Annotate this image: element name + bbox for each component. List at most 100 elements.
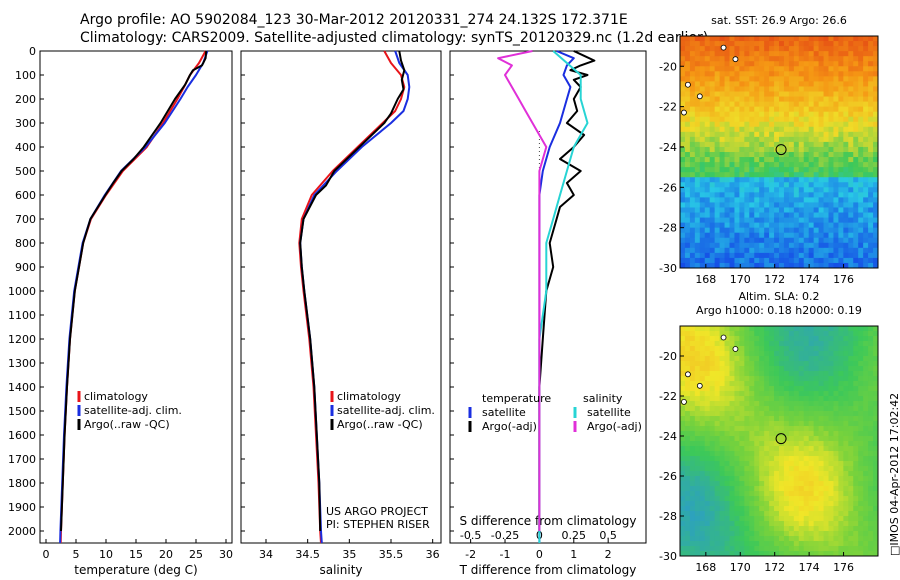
- map-cell: [803, 471, 810, 477]
- map-cell: [724, 521, 731, 527]
- map-cell: [724, 227, 731, 234]
- map-cell: [774, 351, 780, 357]
- map-cell: [818, 141, 825, 148]
- map-cell: [828, 376, 835, 382]
- map-cell: [734, 167, 740, 173]
- map-cell: [764, 131, 770, 138]
- map-cell: [744, 91, 750, 98]
- map-cell: [868, 71, 874, 77]
- map-cell: [744, 521, 750, 527]
- map-cell: [744, 61, 750, 67]
- map-cell: [694, 441, 701, 447]
- map-cell: [680, 436, 686, 442]
- map-cell: [813, 496, 820, 502]
- map-cell: [808, 262, 815, 268]
- map-cell: [689, 516, 696, 522]
- map-cell: [769, 506, 775, 512]
- map-cell: [803, 121, 810, 128]
- map-cell: [853, 366, 859, 372]
- map-cell: [783, 61, 790, 67]
- map-cell: [833, 227, 839, 234]
- map-cell: [823, 76, 830, 82]
- map-cell: [719, 56, 726, 62]
- map-cell: [699, 511, 706, 517]
- map-cell: [694, 172, 701, 178]
- map-cell: [704, 262, 711, 268]
- map-cell: [719, 217, 726, 224]
- map-cell: [808, 441, 815, 447]
- map-cell: [813, 371, 820, 377]
- map-cell: [704, 152, 711, 158]
- map-cell: [714, 386, 721, 392]
- map-cell: [724, 421, 731, 427]
- map-cell: [848, 386, 854, 392]
- map-cell: [734, 86, 740, 93]
- map-cell: [818, 401, 825, 407]
- map-cell: [798, 162, 805, 168]
- map-cell: [704, 106, 711, 113]
- map-cell: [863, 391, 869, 397]
- map-cell: [719, 431, 726, 437]
- map-cell: [823, 496, 830, 502]
- map-cell: [808, 411, 815, 417]
- map-cell: [823, 182, 830, 188]
- map-cell: [684, 406, 691, 412]
- map-cell: [838, 36, 844, 42]
- map-cell: [793, 212, 800, 219]
- map-cell: [793, 391, 800, 397]
- map-cell: [783, 41, 790, 47]
- map-cell: [828, 116, 835, 123]
- map-cell: [774, 336, 780, 342]
- map-cell: [699, 217, 706, 224]
- map-cell: [744, 451, 750, 457]
- map-cell: [694, 521, 701, 527]
- map-cell: [739, 421, 745, 427]
- map-cell: [793, 411, 800, 417]
- map-cell: [863, 411, 869, 417]
- map-cell: [729, 81, 736, 88]
- map-cell: [813, 227, 820, 234]
- map-cell: [754, 516, 760, 522]
- map-cell: [704, 131, 711, 138]
- y-tick-label: 300: [15, 117, 36, 130]
- map-cell: [769, 416, 775, 422]
- map-cell: [828, 152, 835, 158]
- map-cell: [863, 381, 869, 387]
- map-cell: [719, 546, 726, 552]
- map-cell: [783, 131, 790, 138]
- map-cell: [843, 546, 849, 552]
- map-cell: [714, 441, 721, 447]
- map-cell: [719, 411, 726, 417]
- map-cell: [848, 177, 854, 183]
- map-cell: [714, 51, 721, 57]
- map-cell: [724, 162, 731, 168]
- map-cell: [684, 376, 691, 382]
- map-cell: [699, 242, 706, 249]
- map-cell: [774, 386, 780, 392]
- map-cell: [798, 197, 805, 204]
- map-cell: [704, 192, 711, 198]
- map-cell: [719, 526, 726, 532]
- map-cell: [868, 511, 874, 517]
- map-cell: [868, 136, 874, 143]
- map-cell: [788, 71, 795, 77]
- map-cell: [788, 197, 795, 204]
- map-cell: [759, 331, 765, 337]
- map-cell: [808, 182, 815, 188]
- map-cell: [873, 406, 878, 412]
- map-cell: [749, 116, 755, 123]
- map-cell: [848, 391, 854, 397]
- map-cell: [689, 56, 696, 62]
- map-cell: [680, 446, 686, 452]
- map-cell: [843, 197, 849, 204]
- map-cell: [704, 381, 711, 387]
- map-cell: [744, 257, 750, 264]
- map-cell: [684, 441, 691, 447]
- map-cell: [833, 242, 839, 249]
- map-cell: [828, 326, 835, 332]
- map-cell: [714, 172, 721, 178]
- map-cell: [863, 81, 869, 88]
- map-cell: [729, 381, 736, 387]
- map-cell: [719, 247, 726, 254]
- map-cell: [769, 351, 775, 357]
